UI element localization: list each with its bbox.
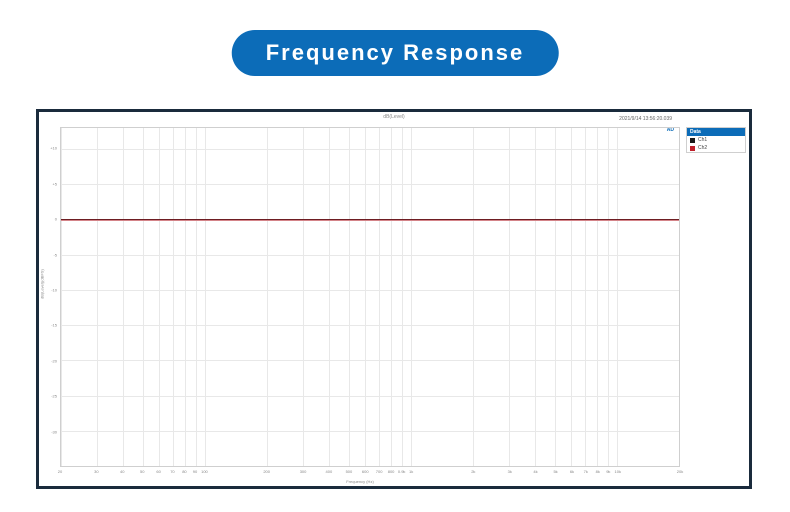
gridline-v: [535, 128, 536, 466]
x-tick-label: 70: [170, 469, 174, 474]
x-tick-label: 10k: [615, 469, 621, 474]
gridline-v: [679, 128, 680, 466]
x-tick-label: 7k: [584, 469, 588, 474]
x-tick-label: 2k: [471, 469, 475, 474]
y-tick-label: +10: [40, 146, 57, 151]
x-tick-label: 400: [326, 469, 333, 474]
y-tick-label: -5: [40, 252, 57, 257]
gridline-v: [365, 128, 366, 466]
gridline-v: [473, 128, 474, 466]
gridline-h: [61, 325, 679, 326]
y-tick-label: -30: [40, 429, 57, 434]
y-tick-label: -20: [40, 358, 57, 363]
x-tick-label: 50: [140, 469, 144, 474]
gridline-v: [329, 128, 330, 466]
x-tick-label: 800: [388, 469, 395, 474]
x-tick-label: 700: [376, 469, 383, 474]
y-axis-title: dB(Level)(dBFS): [40, 269, 45, 299]
y-tick-label: -25: [40, 394, 57, 399]
x-tick-label: 40: [120, 469, 124, 474]
x-tick-label: 20: [58, 469, 62, 474]
x-tick-label: 9k: [606, 469, 610, 474]
y-tick-label: -10: [40, 287, 57, 292]
x-tick-label: 30: [94, 469, 98, 474]
series-line-ch2: [61, 219, 679, 221]
legend-item-ch1: Ch1: [687, 136, 745, 144]
gridline-h: [61, 255, 679, 256]
gridline-v: [185, 128, 186, 466]
gridline-v: [267, 128, 268, 466]
gridline-v: [509, 128, 510, 466]
x-tick-label: 100: [201, 469, 208, 474]
gridline-v: [173, 128, 174, 466]
gridline-v: [159, 128, 160, 466]
gridline-v: [143, 128, 144, 466]
gridline-h: [61, 290, 679, 291]
legend-item-ch2: Ch2: [687, 144, 745, 152]
x-tick-label: 5k: [553, 469, 557, 474]
x-tick-label: 60: [156, 469, 160, 474]
gridline-h: [61, 396, 679, 397]
legend-swatch: [690, 138, 695, 143]
legend-swatch: [690, 146, 695, 151]
gridline-v: [303, 128, 304, 466]
x-tick-label: 4k: [533, 469, 537, 474]
chart-timestamp: 2021/9/14 13:56:20.039: [619, 116, 672, 122]
gridline-v: [608, 128, 609, 466]
x-axis-title: Frequency (Hz): [40, 479, 680, 484]
gridline-v: [196, 128, 197, 466]
plot-area: [60, 127, 680, 467]
x-tick-label: 8k: [596, 469, 600, 474]
gridline-v: [379, 128, 380, 466]
gridline-v: [411, 128, 412, 466]
gridline-v: [97, 128, 98, 466]
gridline-h: [61, 431, 679, 432]
x-tick-label: 500: [346, 469, 353, 474]
y-tick-label: -15: [40, 323, 57, 328]
gridline-v: [123, 128, 124, 466]
page-title-pill: Frequency Response: [232, 30, 559, 76]
x-tick-label: 300: [300, 469, 307, 474]
gridline-h: [61, 149, 679, 150]
x-tick-label: 600: [362, 469, 369, 474]
gridline-h: [61, 360, 679, 361]
x-tick-label: 90: [193, 469, 197, 474]
gridline-v: [555, 128, 556, 466]
x-tick-label: 6k: [570, 469, 574, 474]
y-tick-label: 0: [40, 217, 57, 222]
x-tick-label: 1k: [409, 469, 413, 474]
gridline-v: [61, 128, 62, 466]
gridline-v: [585, 128, 586, 466]
legend-label: Ch2: [698, 145, 707, 151]
gridline-v: [617, 128, 618, 466]
gridline-v: [402, 128, 403, 466]
legend: Data Ch1 Ch2: [686, 127, 746, 153]
chart-canvas: dB(Level) 2021/9/14 13:56:20.039 AD dB(L…: [40, 113, 748, 485]
gridline-h: [61, 184, 679, 185]
gridline-v: [349, 128, 350, 466]
legend-label: Ch1: [698, 137, 707, 143]
x-tick-label: 80: [182, 469, 186, 474]
x-tick-label: 200: [263, 469, 270, 474]
y-tick-label: +5: [40, 181, 57, 186]
gridline-v: [571, 128, 572, 466]
gridline-v: [391, 128, 392, 466]
x-tick-label: 3k: [508, 469, 512, 474]
gridline-v: [205, 128, 206, 466]
x-tick-label: 20k: [677, 469, 683, 474]
legend-title: Data: [687, 128, 745, 136]
chart-frame: dB(Level) 2021/9/14 13:56:20.039 AD dB(L…: [36, 109, 752, 489]
gridline-v: [597, 128, 598, 466]
x-tick-label: 0.9k: [398, 469, 406, 474]
